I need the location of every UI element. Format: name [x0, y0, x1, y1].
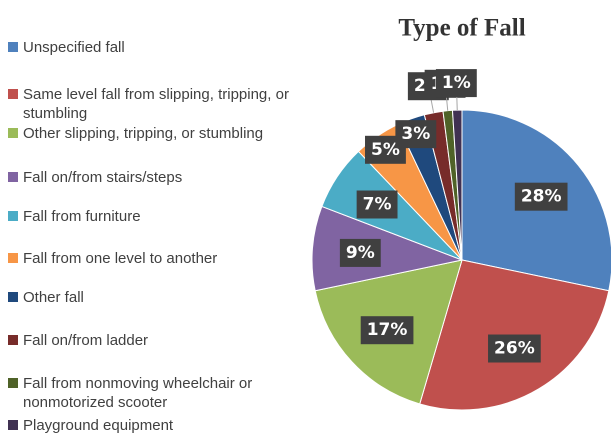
legend-label: Fall from nonmoving wheelchair or nonmot…: [23, 374, 308, 412]
chart-title: Type of Fall: [398, 15, 525, 42]
data-label: 17%: [361, 316, 414, 344]
legend-item: Fall on/from stairs/steps: [8, 168, 308, 187]
leader-line: [431, 99, 434, 113]
legend-label: Unspecified fall: [23, 38, 308, 57]
legend-item: Fall from one level to another: [8, 249, 308, 268]
data-label-text: 17%: [367, 320, 408, 340]
data-label-text: 7%: [363, 195, 392, 215]
legend-label: Fall from furniture: [23, 207, 308, 226]
data-label-text: 3%: [401, 124, 430, 144]
legend-label: Playground equipment: [23, 416, 308, 435]
data-label: 28%: [515, 183, 568, 211]
legend-label: Fall on/from ladder: [23, 331, 308, 350]
legend-item: Same level fall from slipping, tripping,…: [8, 85, 308, 123]
data-label: 9%: [340, 239, 381, 267]
legend-label: Other fall: [23, 288, 308, 307]
data-label-text: 1%: [442, 73, 471, 93]
data-label-text: 26%: [494, 339, 535, 359]
data-label-text: 28%: [521, 187, 562, 207]
legend-swatch: [8, 253, 18, 263]
legend-item: Other fall: [8, 288, 308, 307]
legend-swatch: [8, 335, 18, 345]
legend-item: Fall from nonmoving wheelchair or nonmot…: [8, 374, 308, 412]
legend-label: Fall on/from stairs/steps: [23, 168, 308, 187]
legend-label: Same level fall from slipping, tripping,…: [23, 85, 308, 123]
legend-label: Other slipping, tripping, or stumbling: [23, 124, 308, 143]
legend-swatch: [8, 128, 18, 138]
legend-swatch: [8, 42, 18, 52]
legend-swatch: [8, 211, 18, 221]
legend-item: Fall from furniture: [8, 207, 308, 226]
legend-swatch: [8, 378, 18, 388]
data-label-text: 9%: [346, 243, 375, 263]
legend-swatch: [8, 292, 18, 302]
legend-swatch: [8, 89, 18, 99]
legend-swatch: [8, 172, 18, 182]
data-label: 7%: [357, 191, 398, 219]
legend-item: Unspecified fall: [8, 38, 308, 57]
data-label: 26%: [488, 335, 541, 363]
data-label: 3%: [395, 120, 436, 148]
legend-label: Fall from one level to another: [23, 249, 308, 268]
legend-item: Playground equipment: [8, 416, 308, 435]
legend-item: Fall on/from ladder: [8, 331, 308, 350]
legend-swatch: [8, 420, 18, 430]
data-label: 1%: [436, 69, 477, 97]
legend-item: Other slipping, tripping, or stumbling: [8, 124, 308, 143]
